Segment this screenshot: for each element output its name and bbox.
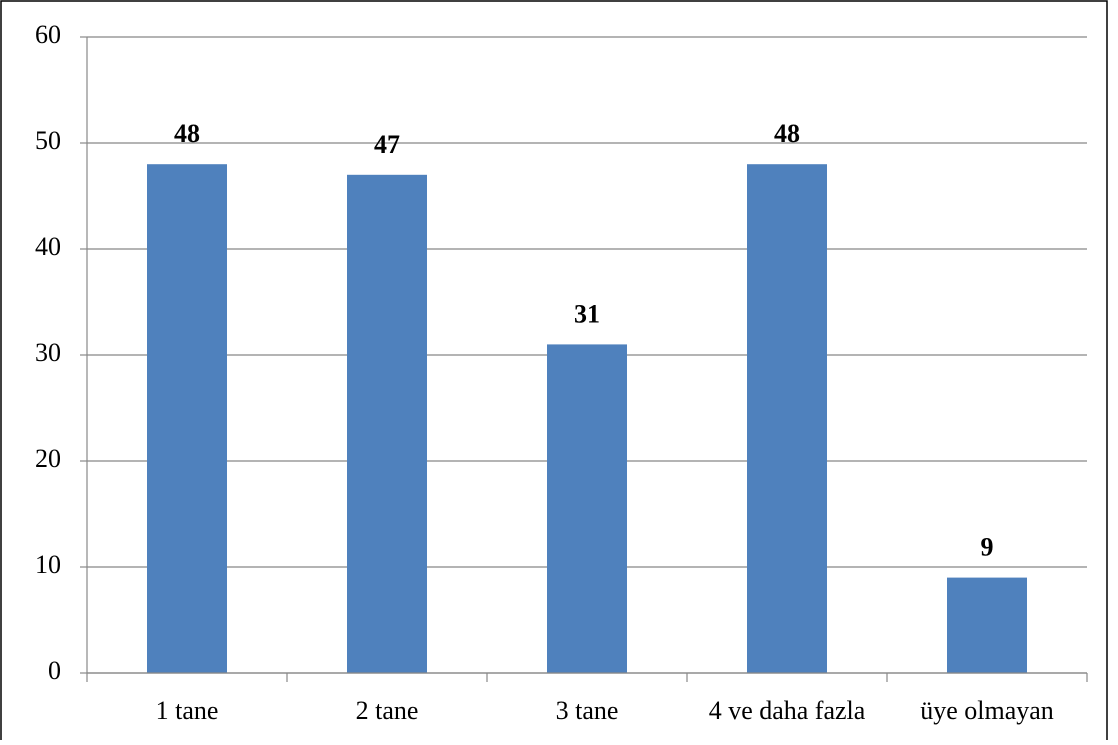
y-tick-label: 0 — [48, 656, 61, 685]
data-label: 9 — [981, 533, 994, 562]
data-label: 48 — [774, 119, 800, 148]
y-tick-label: 40 — [35, 232, 61, 261]
y-tick-label: 10 — [35, 550, 61, 579]
x-tick-label: üye olmayan — [920, 696, 1054, 725]
y-tick-label: 60 — [35, 20, 61, 49]
y-tick-label: 50 — [35, 126, 61, 155]
bar — [147, 164, 227, 673]
x-tick-label: 2 tane — [356, 696, 419, 725]
bar — [547, 344, 627, 673]
x-tick-label: 4 ve daha fazla — [709, 696, 866, 725]
y-tick-label: 20 — [35, 444, 61, 473]
x-tick-label: 3 tane — [556, 696, 619, 725]
bar — [747, 164, 827, 673]
x-tick-label: 1 tane — [156, 696, 219, 725]
data-label: 48 — [174, 119, 200, 148]
data-label: 47 — [374, 130, 400, 159]
bar — [947, 577, 1027, 673]
y-tick-label: 30 — [35, 338, 61, 367]
bar — [347, 174, 427, 674]
data-label: 31 — [574, 299, 600, 328]
